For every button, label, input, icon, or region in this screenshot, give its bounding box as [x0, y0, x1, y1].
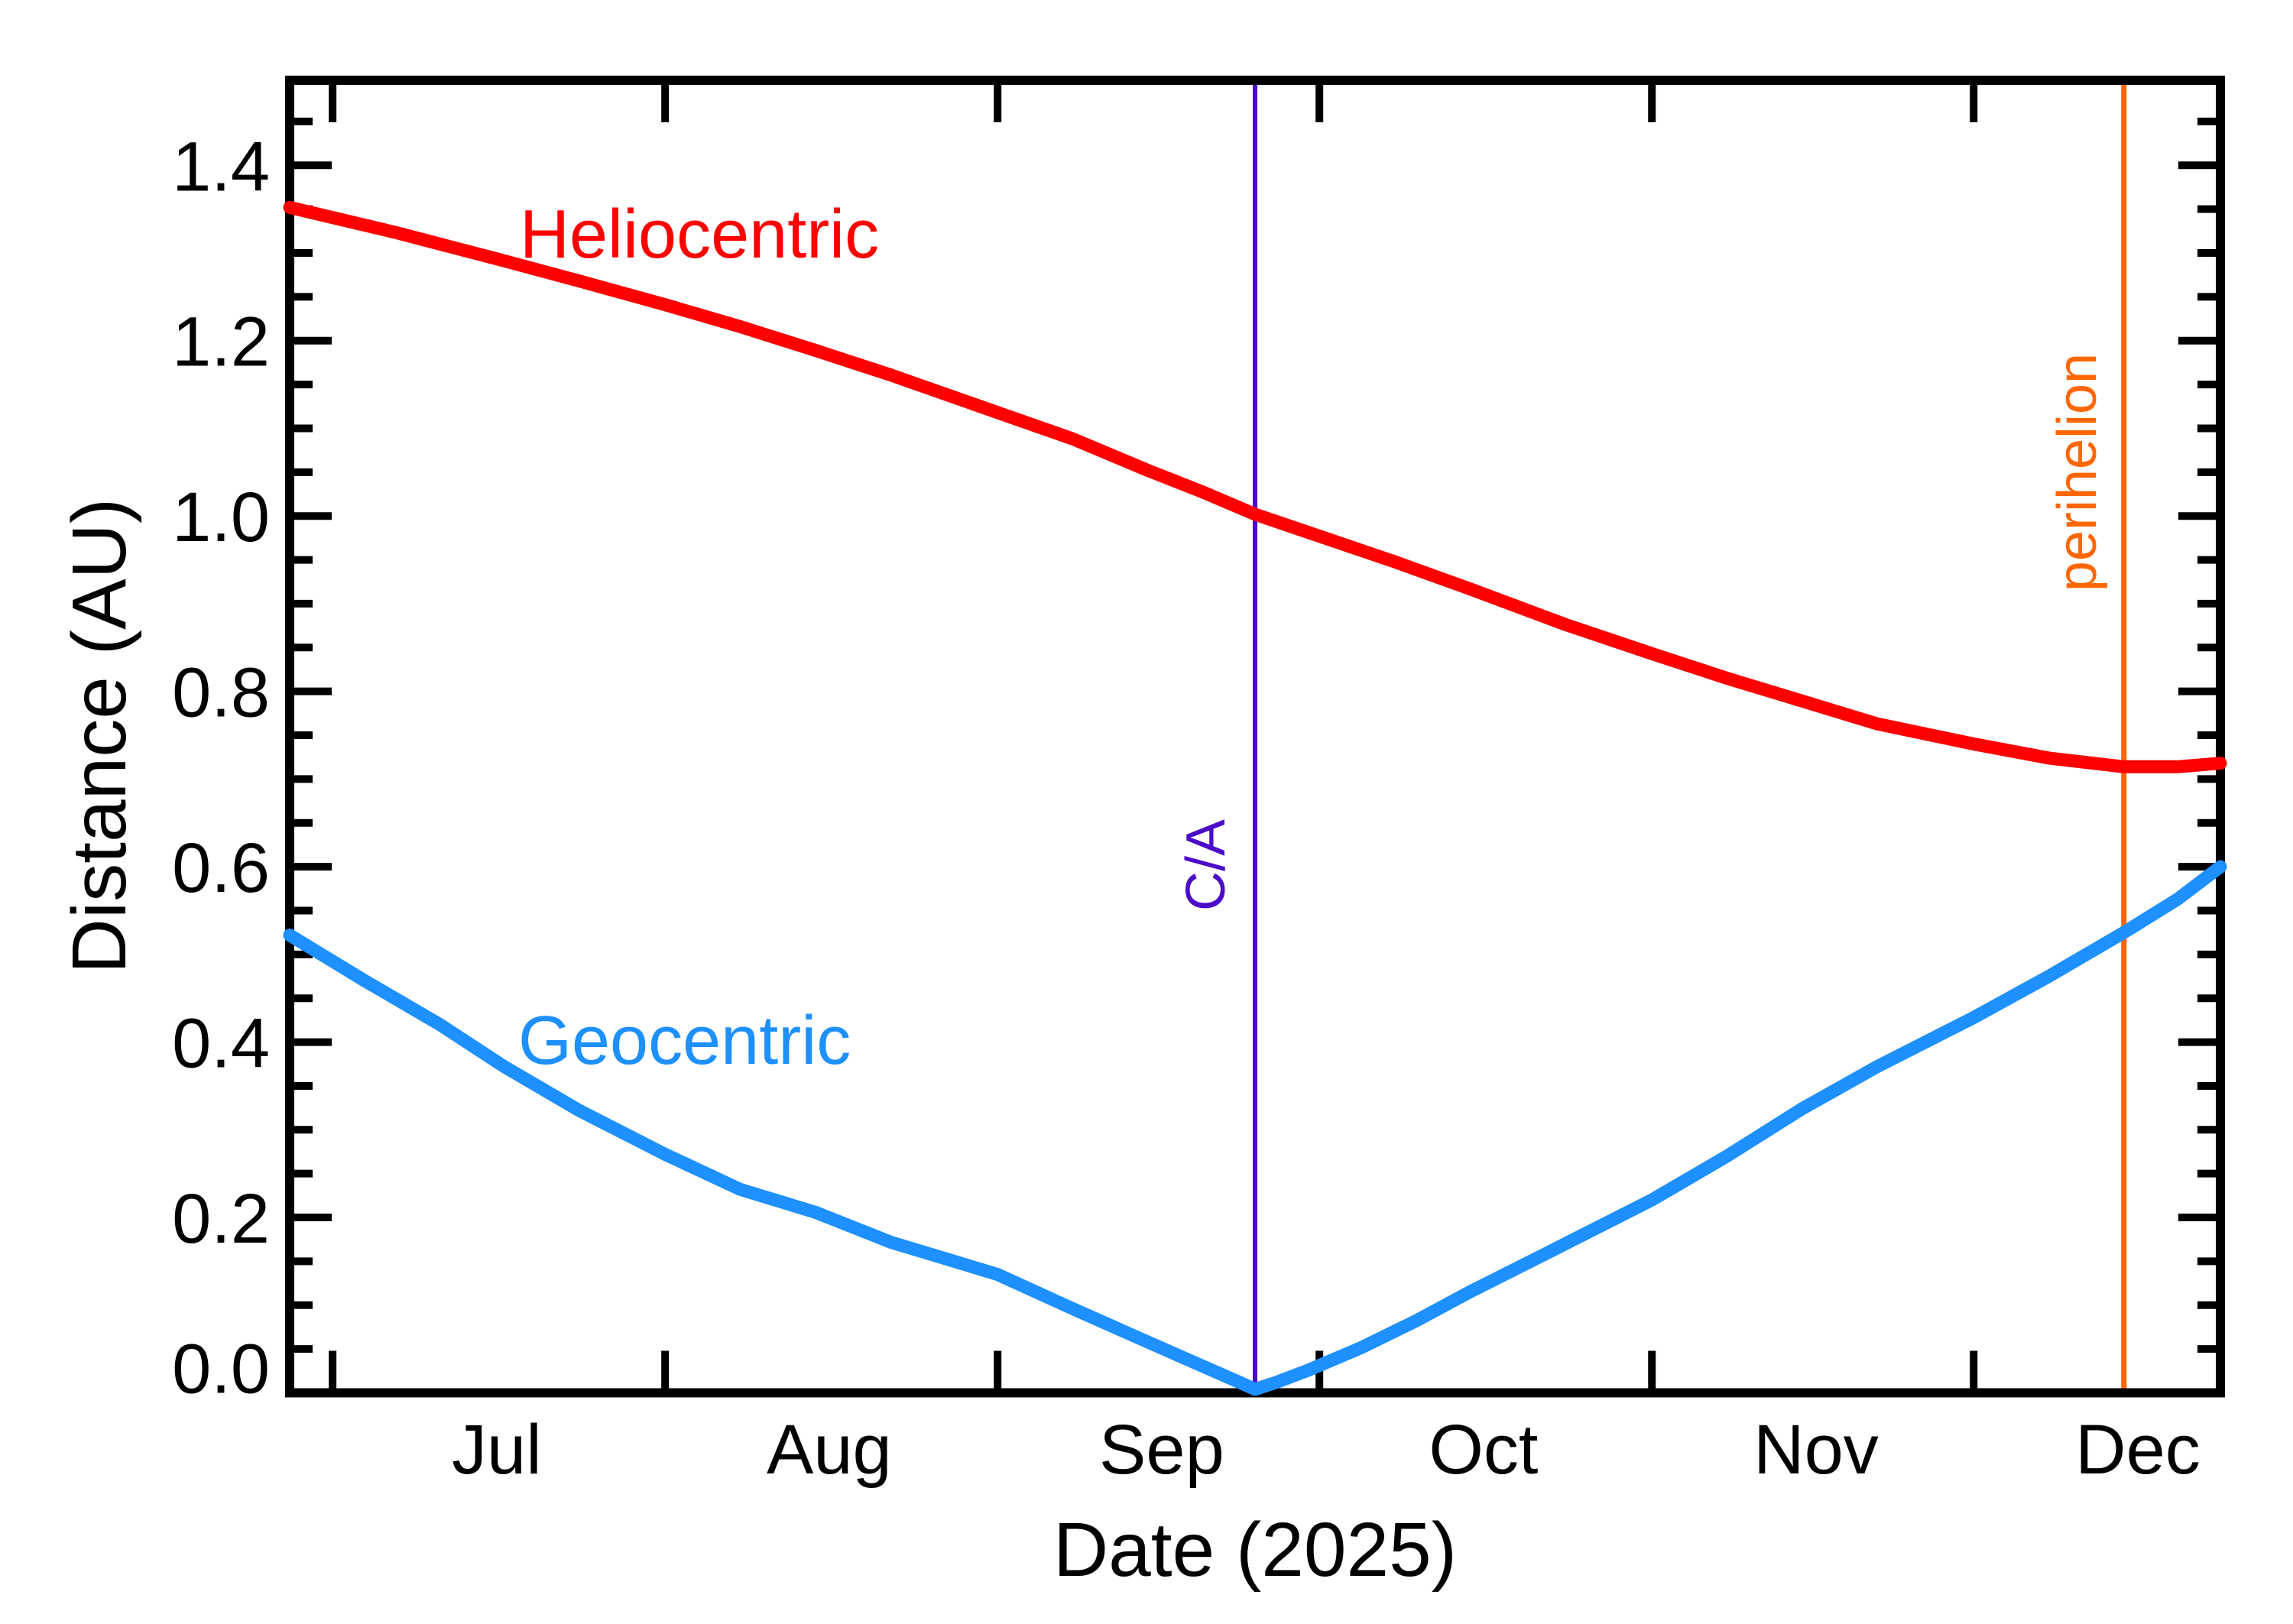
heliocentric-curve	[283, 200, 2227, 773]
x-axis-title: Date (2025)	[1052, 1507, 1458, 1593]
y-tick-label: 1.0	[172, 478, 270, 556]
heliocentric-curve-label: Heliocentric	[520, 196, 880, 273]
y-tick-label: 0.8	[172, 654, 270, 732]
y-tick-label: 0.0	[172, 1331, 270, 1408]
x-month-label: Nov	[1753, 1411, 1879, 1489]
y-tick-label: 1.4	[172, 128, 270, 206]
close-approach-line-label: C/A	[1176, 818, 1237, 912]
x-month-label: Dec	[2075, 1411, 2201, 1489]
x-month-label: Oct	[1429, 1411, 1538, 1489]
x-month-label: Jul	[452, 1411, 542, 1489]
geocentric-curve	[283, 860, 2227, 1396]
y-axis-title: Distance (AU)	[57, 498, 142, 974]
y-tick-label: 0.4	[172, 1005, 270, 1083]
x-month-label: Aug	[767, 1411, 892, 1489]
perihelion-line-label: perihelion	[2047, 352, 2108, 592]
y-tick-label: 0.6	[172, 829, 270, 907]
x-month-label: Sep	[1099, 1411, 1224, 1489]
geocentric-curve-label: Geocentric	[518, 1003, 851, 1079]
y-tick-label: 1.2	[172, 303, 270, 381]
y-tick-label: 0.2	[172, 1180, 270, 1258]
